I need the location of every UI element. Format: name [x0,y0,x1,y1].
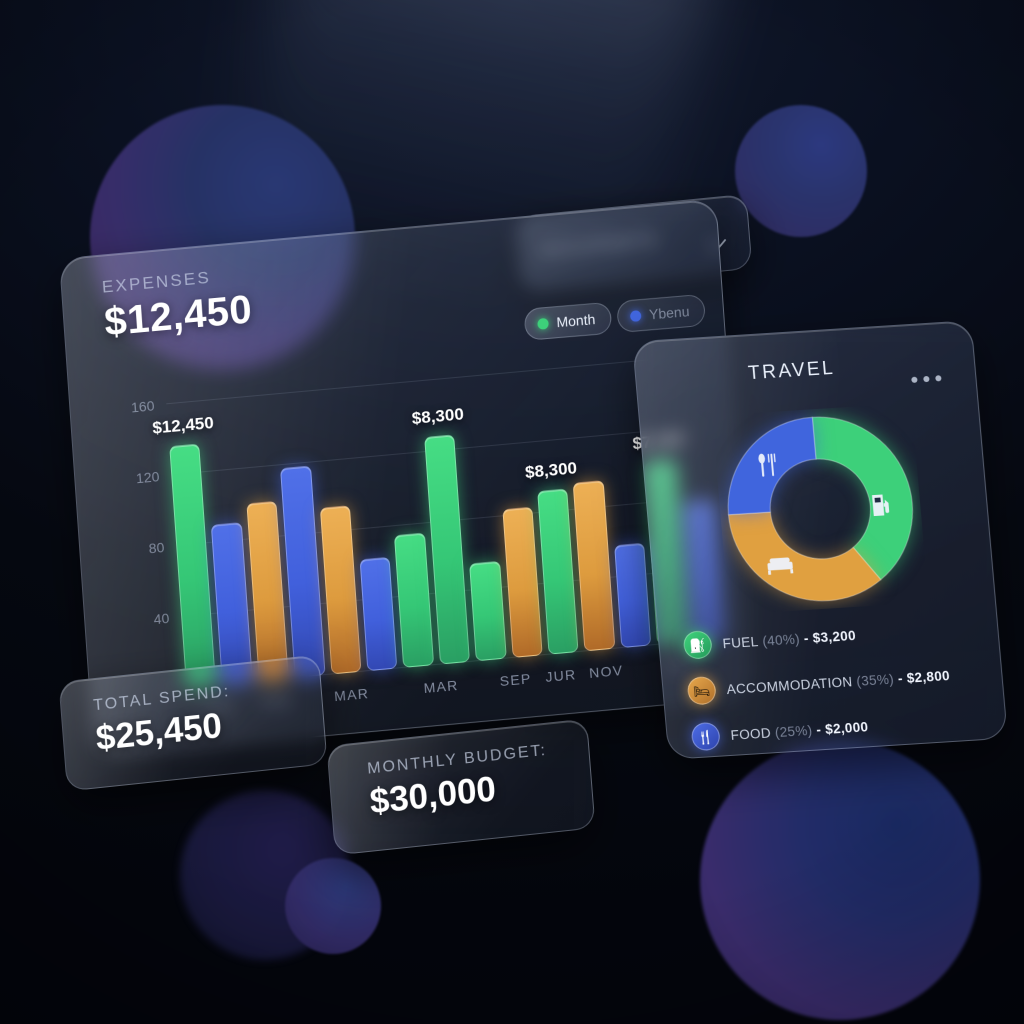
chart-header: EXPENSES $12,450 [101,264,253,345]
chart-bar[interactable] [211,521,253,685]
bar-value-label: $8,300 [411,404,465,429]
bed-icon: 🛏 [686,675,717,706]
legend-category-name: FUEL [721,633,759,651]
bed-icon [764,548,797,585]
y-axis-tick-label: 40 [153,609,170,628]
travel-title: TRAVEL [747,357,836,385]
expenses-value: $12,450 [102,287,254,345]
x-axis-tick-label: NOV [588,662,624,682]
chart-bar[interactable]: $12,450 [152,413,217,688]
chart-bar[interactable] [319,505,362,675]
legend-dot-icon [629,309,642,322]
x-axis-tick-label: MAR [423,677,460,697]
legend-percent: (40%) [761,630,801,649]
legend-amount: $3,200 [812,627,857,646]
cutlery-icon: 🍴 [690,721,721,752]
travel-donut-chart [712,403,929,615]
x-axis-tick-label: JUR [544,666,577,686]
legend-amount: $2,800 [906,667,951,686]
travel-card: TRAVEL [631,320,1009,760]
bar-value-label: $12,450 [151,413,215,438]
legend-percent: (35%) [855,671,895,689]
donut-slice[interactable] [727,506,882,607]
fuel-pump-icon: ⛽ [682,630,713,660]
y-axis-tick-label: 160 [130,396,155,416]
bar-value-label: $8,300 [524,458,578,483]
chart-bar[interactable] [573,480,616,652]
more-options-icon[interactable] [911,375,942,383]
x-axis-tick-label: SEP [499,670,533,690]
legend-category-name: ACCOMMODATION [725,673,853,697]
travel-legend-label: ACCOMMODATION (35%) - $2,800 [725,667,951,697]
travel-legend-row[interactable]: 🛏 ACCOMMODATION (35%) - $2,800 [686,659,988,706]
cutlery-icon [751,449,784,486]
legend-pill-label: Month [555,311,596,331]
chart-bar[interactable] [359,556,398,672]
chart-bar[interactable] [280,465,326,678]
chart-bar[interactable] [614,542,652,649]
legend-amount: $2,000 [824,718,869,737]
chart-bar[interactable] [394,532,434,668]
legend-pill-label: Ybenu [648,303,690,323]
y-axis-tick-label: 80 [148,538,165,557]
travel-legend-row[interactable]: ⛽ FUEL (40%) - $3,200 [682,613,984,660]
fuel-pump-icon [867,490,898,525]
legend-dot-icon [536,317,549,330]
legend-percent: (25%) [774,722,813,740]
y-axis-tick-label: 120 [135,467,160,487]
chart-bar[interactable]: $8,300 [525,459,579,655]
chart-bar[interactable] [246,500,289,682]
travel-legend-list: ⛽ FUEL (40%) - $3,200 🛏 ACCOMMODATION (35%)… [682,613,992,752]
travel-legend-label: FUEL (40%) - $3,200 [721,627,857,651]
donut-slice[interactable] [811,412,918,584]
chart-bar[interactable] [502,506,543,659]
travel-legend-label: FOOD (25%) - $2,000 [729,718,869,743]
chart-bar[interactable] [469,560,507,662]
legend-category-name: FOOD [729,724,772,743]
